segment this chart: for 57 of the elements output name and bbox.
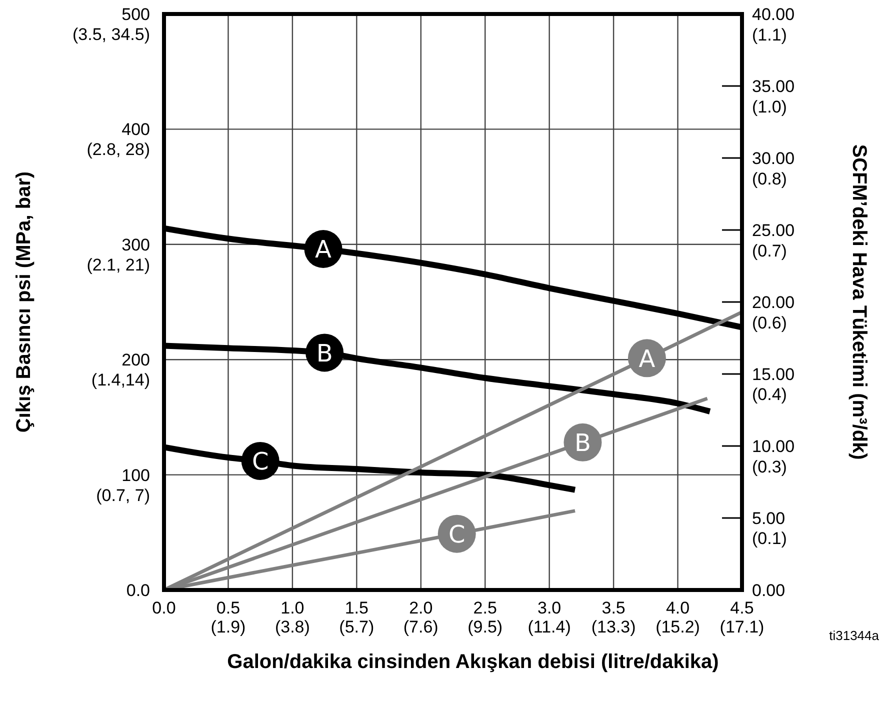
y3-tick-label: (0.8): [752, 170, 787, 189]
y2-tick-label: 15.00: [752, 364, 795, 384]
y-tick-label: 400: [122, 120, 150, 140]
x-tick-label: 4.0: [666, 598, 690, 618]
y3-tick-label: (0.3): [752, 457, 787, 476]
x2-tick-label: (3.8): [274, 617, 310, 636]
x2-tick-label: (9.5): [468, 617, 503, 636]
y3-tick-label: (0.1): [752, 529, 787, 548]
x-tick-label: 3.5: [602, 598, 626, 618]
text: (0.7, 7): [96, 486, 150, 505]
x-tick-label: 2.0: [409, 598, 433, 618]
y2-tick-label: 10.00: [752, 436, 795, 456]
x-tick-label: 1.0: [280, 598, 304, 618]
x-tick-label: 0.5: [216, 598, 240, 618]
y2-tick-label: 5.00: [752, 508, 786, 528]
series-label: B: [574, 429, 591, 458]
y2-tick-label: 35.00: [752, 76, 795, 96]
y-axis-title: Çıkış Basıncı psi (MPa, bar): [13, 171, 35, 433]
series-label: A: [315, 236, 332, 264]
y3-tick-label: (0.4): [752, 385, 787, 404]
y2-tick-label: 40.00: [752, 4, 795, 24]
x2-tick-label: (11.4): [528, 617, 571, 636]
x2-tick-label: (1.9): [210, 617, 246, 636]
x2-tick-label: (17.1): [720, 617, 764, 636]
x2-tick-label: (7.6): [403, 617, 438, 636]
x-tick-label: 0.0: [152, 598, 176, 618]
series-label: C: [448, 520, 466, 548]
y-tick-label: 200: [122, 350, 150, 370]
series-label: A: [638, 344, 656, 373]
y3-tick-label: (0.6): [752, 314, 787, 333]
x-axis-title: Galon/dakika cinsinden Akışkan debisi (litre/dakika): [227, 651, 719, 673]
text: (2.8, 28): [86, 140, 150, 160]
x2-tick-label: (13.3): [591, 617, 636, 636]
y-tick-label: 100: [122, 466, 150, 485]
y3-tick-label: (0.7): [752, 241, 787, 260]
y2-tick-label: 0.00: [752, 580, 786, 600]
x2-tick-label: (5.7): [339, 617, 374, 636]
series-label: C: [252, 448, 269, 476]
y-tick-label: 300: [122, 235, 150, 254]
x2-tick-label: (15.2): [656, 617, 700, 636]
y-tick-label: 0.0: [126, 580, 150, 600]
y2-tick-label: 25.00: [752, 220, 795, 240]
y-tick-label: 500: [122, 4, 150, 24]
text: (1.4,14): [91, 370, 150, 390]
y3-tick-label: (1.1): [752, 25, 787, 44]
y2-tick-label: 20.00: [752, 292, 795, 312]
y2-tick-label: 30.00: [752, 148, 795, 168]
y2-axis-title: SCFM’deki Hava Tüketimi (m³/dk): [848, 144, 870, 460]
x-tick-label: 3.0: [538, 598, 562, 618]
series-label: B: [316, 339, 333, 368]
text: ti31344a: [829, 628, 880, 643]
y3-tick-label: (1.0): [752, 97, 787, 116]
x-tick-label: 4.5: [730, 598, 754, 618]
text: (2.1, 21): [86, 255, 150, 274]
x-tick-label: 1.5: [344, 598, 368, 618]
text: (3.5, 34.5): [72, 24, 150, 44]
x-tick-label: 2.5: [473, 598, 497, 618]
